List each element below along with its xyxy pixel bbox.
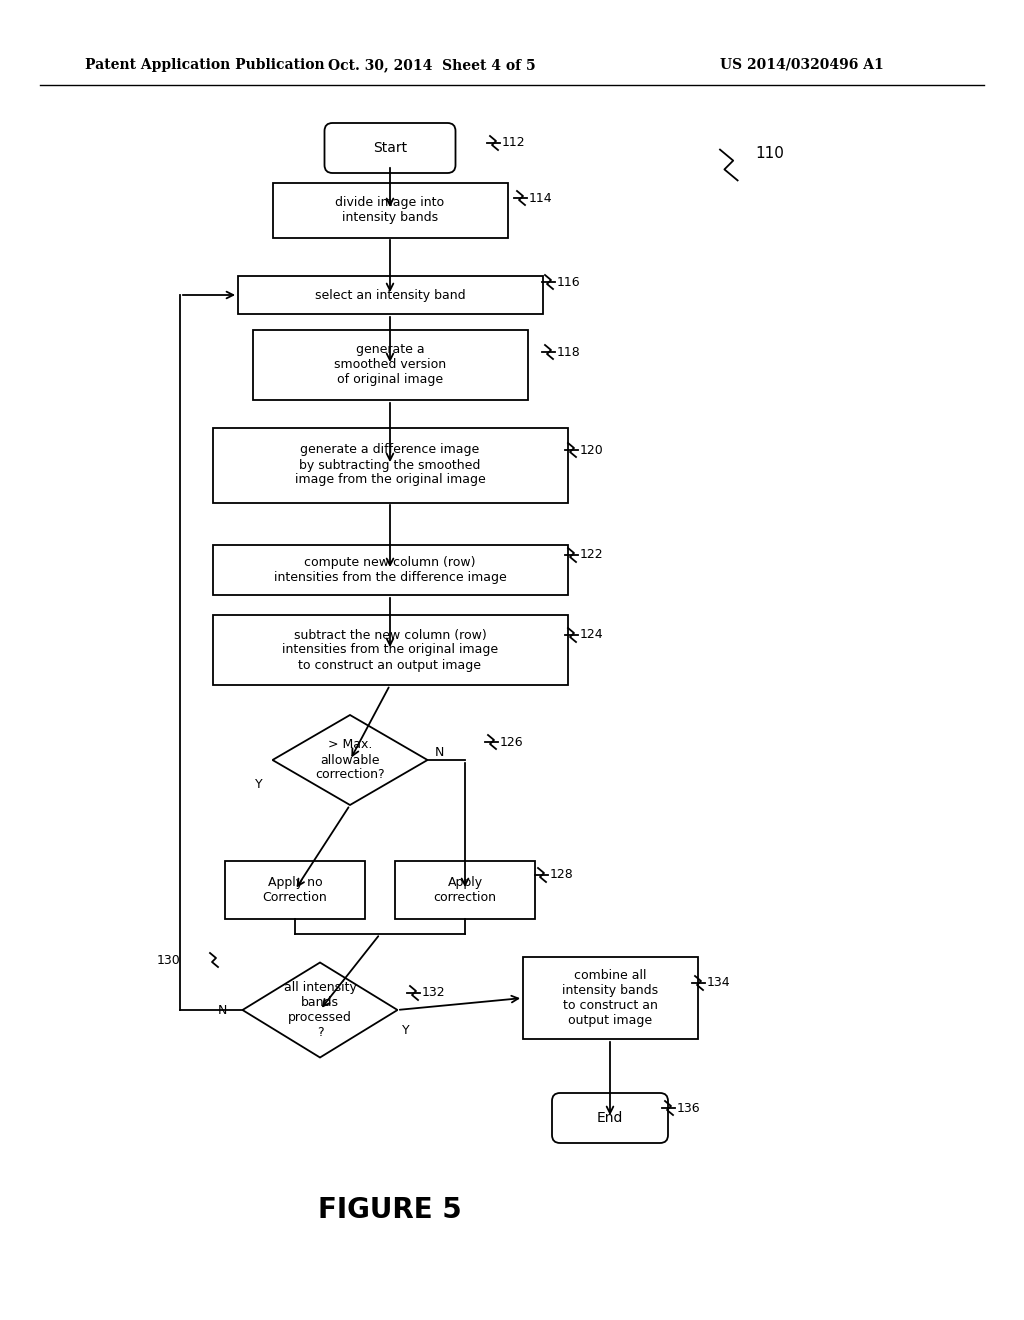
Text: Start: Start <box>373 141 408 154</box>
Text: 116: 116 <box>557 276 581 289</box>
FancyBboxPatch shape <box>225 861 365 919</box>
Text: combine all
intensity bands
to construct an
output image: combine all intensity bands to construct… <box>562 969 658 1027</box>
FancyBboxPatch shape <box>238 276 543 314</box>
Text: 112: 112 <box>502 136 525 149</box>
Text: 130: 130 <box>157 953 180 966</box>
Text: Apply no
Correction: Apply no Correction <box>262 876 328 904</box>
Text: 126: 126 <box>500 735 523 748</box>
FancyBboxPatch shape <box>213 428 567 503</box>
Text: generate a
smoothed version
of original image: generate a smoothed version of original … <box>334 343 446 387</box>
Text: > Max.
allowable
correction?: > Max. allowable correction? <box>315 738 385 781</box>
Text: Patent Application Publication: Patent Application Publication <box>85 58 325 73</box>
Polygon shape <box>272 715 427 805</box>
Text: 122: 122 <box>580 549 603 561</box>
Text: compute new column (row)
intensities from the difference image: compute new column (row) intensities fro… <box>273 556 507 583</box>
Text: subtract the new column (row)
intensities from the original image
to construct a: subtract the new column (row) intensitie… <box>282 628 498 672</box>
Text: divide image into
intensity bands: divide image into intensity bands <box>336 195 444 224</box>
Text: select an intensity band: select an intensity band <box>314 289 465 301</box>
Text: 128: 128 <box>550 869 573 882</box>
Text: 114: 114 <box>529 191 553 205</box>
FancyBboxPatch shape <box>395 861 535 919</box>
FancyBboxPatch shape <box>253 330 527 400</box>
Text: all intensity
bands
processed
?: all intensity bands processed ? <box>284 981 356 1039</box>
Text: Y: Y <box>402 1023 410 1036</box>
Text: N: N <box>435 746 444 759</box>
FancyBboxPatch shape <box>325 123 456 173</box>
Text: End: End <box>597 1111 624 1125</box>
Text: 132: 132 <box>422 986 445 999</box>
Text: 120: 120 <box>580 444 604 457</box>
Text: FIGURE 5: FIGURE 5 <box>318 1196 462 1224</box>
FancyBboxPatch shape <box>213 545 567 595</box>
Text: Oct. 30, 2014  Sheet 4 of 5: Oct. 30, 2014 Sheet 4 of 5 <box>328 58 536 73</box>
FancyBboxPatch shape <box>552 1093 668 1143</box>
Polygon shape <box>243 962 397 1057</box>
Text: 134: 134 <box>707 977 731 990</box>
Text: 110: 110 <box>755 145 784 161</box>
FancyBboxPatch shape <box>272 182 508 238</box>
Text: 124: 124 <box>580 628 603 642</box>
Text: 136: 136 <box>677 1101 700 1114</box>
Text: Apply
correction: Apply correction <box>433 876 497 904</box>
Text: N: N <box>218 1003 227 1016</box>
FancyBboxPatch shape <box>522 957 697 1039</box>
Text: 118: 118 <box>557 346 581 359</box>
FancyBboxPatch shape <box>213 615 567 685</box>
Text: Y: Y <box>255 779 262 792</box>
Text: generate a difference image
by subtracting the smoothed
image from the original : generate a difference image by subtracti… <box>295 444 485 487</box>
Text: US 2014/0320496 A1: US 2014/0320496 A1 <box>720 58 884 73</box>
